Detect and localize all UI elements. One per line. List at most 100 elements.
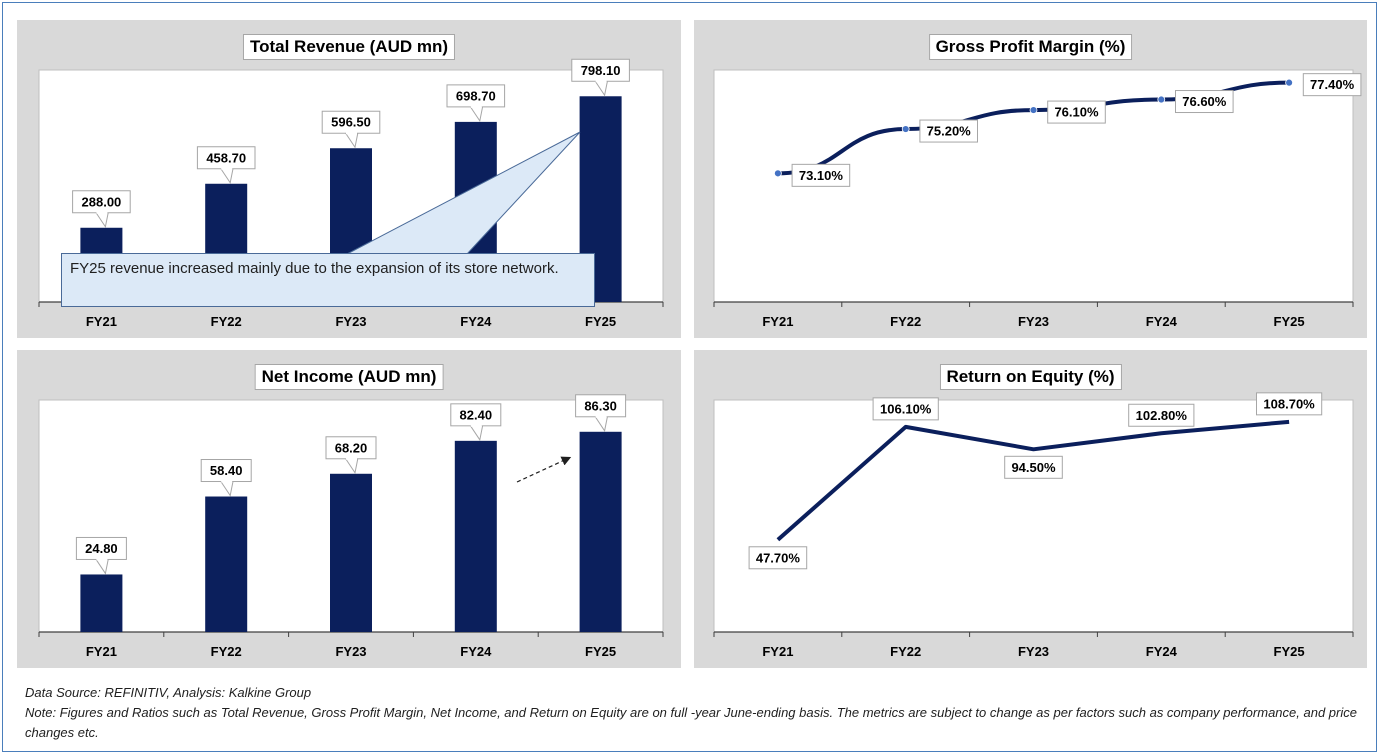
roe-data-label-fy24: 102.80%: [1128, 403, 1195, 427]
netincome-data-label-fy24-pointer-join: [470, 423, 482, 427]
gross-margin-chart: FY21 FY22 FY23 FY24 FY25 73.10% 75.20% 76.10% 76…: [713, 69, 1362, 329]
roe-chart-title: Return on Equity (%): [939, 364, 1122, 390]
roe-data-label-fy21-text: 47.70%: [756, 550, 801, 565]
netincome-data-label-fy23-pointer-join: [346, 456, 357, 460]
revenue-chart-panel: FY21 FY22 FY23 FY24 FY25 288.00 458.70 596.50 69…: [17, 20, 681, 338]
revenue-x-tick-label-fy23: FY23: [335, 314, 366, 329]
revenue-x-tick-label-fy21: FY21: [86, 314, 117, 329]
netincome-x-tick-label-fy21: FY21: [86, 644, 117, 659]
gpm-x-tick-label-fy25: FY25: [1274, 314, 1305, 329]
gpm-point-fy23: [1029, 106, 1038, 114]
revenue-data-label-fy22-text: 458.70: [206, 150, 246, 165]
revenue-data-label-fy24-pointer-join: [470, 104, 482, 108]
net-income-chart-title: Net Income (AUD mn): [254, 364, 444, 390]
netincome-data-label-fy23: 68.20: [325, 436, 377, 475]
gpm-data-label-fy23: 76.10%: [1047, 100, 1106, 124]
netincome-data-label-fy21: 24.80: [75, 536, 127, 575]
revenue-x-tick-label-fy24: FY24: [460, 314, 492, 329]
roe-data-label-fy25-box: [1256, 392, 1323, 416]
roe-data-label-fy22-box: [872, 397, 939, 421]
gpm-data-label-fy24-text: 76.60%: [1182, 94, 1227, 109]
roe-data-label-fy25: 108.70%: [1256, 392, 1323, 416]
revenue-data-label-fy23-text: 596.50: [331, 115, 371, 130]
gpm-data-label-fy23-text: 76.10%: [1054, 105, 1099, 120]
revenue-data-label-fy23-pointer-join: [346, 131, 357, 135]
roe-plot-area: [713, 399, 1354, 633]
gpm-data-label-fy22: 75.20%: [919, 119, 978, 143]
roe-data-label-fy23-text: 94.50%: [1011, 460, 1056, 475]
roe-x-tick-label-fy21: FY21: [762, 644, 793, 659]
gpm-point-fy22: [901, 125, 910, 133]
netincome-bar-fy23: [330, 473, 372, 632]
gpm-point-fy21: [774, 169, 782, 178]
roe-data-label-fy21: 47.70%: [748, 546, 808, 570]
gpm-data-label-fy21-text: 73.10%: [799, 168, 844, 183]
gpm-data-label-fy22-box: [919, 119, 978, 143]
netincome-data-label-fy22: 58.40: [200, 459, 252, 497]
gpm-data-label-fy24-box: [1175, 90, 1234, 114]
netincome-data-label-fy23-text: 68.20: [335, 440, 368, 455]
netincome-data-label-fy22-pointer-join: [221, 479, 233, 483]
net-income-trend-arrow: [516, 456, 572, 483]
revenue-data-label-fy21: 288.00: [72, 190, 131, 229]
revenue-data-label-fy22: 458.70: [196, 146, 256, 185]
roe-data-label-fy21-box: [748, 546, 808, 570]
gpm-data-label-fy25-text: 77.40%: [1310, 77, 1355, 92]
gpm-data-label-fy22-text: 75.20%: [927, 124, 972, 139]
gross-margin-chart-panel: FY21 FY22 FY23 FY24 FY25 73.10% 75.20% 76.10% 76…: [694, 20, 1367, 338]
net-income-chart: FY21 FY22 FY23 FY24 FY25 24.80 58.40 68.20 82.40…: [38, 394, 664, 659]
disclaimer-note: Note: Figures and Ratios such as Total R…: [25, 705, 1357, 740]
revenue-data-label-fy21-pointer-join: [96, 210, 108, 214]
netincome-x-tick-label-fy25: FY25: [585, 644, 616, 659]
gpm-x-tick-label-fy24: FY24: [1146, 314, 1178, 329]
revenue-data-label-fy24: 698.70: [446, 84, 506, 123]
revenue-data-label-fy24-text: 698.70: [456, 88, 496, 103]
roe-x-tick-label-fy25: FY25: [1274, 644, 1305, 659]
gpm-x-tick-label-fy21: FY21: [762, 314, 793, 329]
netincome-bar-fy25: [579, 431, 622, 632]
roe-data-label-fy22: 106.10%: [872, 397, 939, 421]
netincome-data-label-fy21-text: 24.80: [85, 541, 118, 556]
revenue-data-label-fy25: 798.10: [571, 58, 630, 97]
netincome-bar-fy22: [205, 496, 248, 632]
gpm-x-tick-label-fy23: FY23: [1018, 314, 1049, 329]
gpm-point-fy25: [1285, 78, 1293, 87]
revenue-data-label-fy25-text: 798.10: [581, 63, 621, 78]
gpm-data-label-fy21-box: [791, 163, 851, 187]
netincome-data-label-fy21-pointer-join: [96, 557, 108, 561]
revenue-data-label-fy22-pointer-join: [221, 166, 233, 170]
netincome-data-label-fy24: 82.40: [450, 403, 502, 442]
gpm-data-label-fy21: 73.10%: [791, 163, 851, 187]
roe-data-label-fy24-text: 102.80%: [1136, 408, 1188, 423]
roe-series-line: [776, 419, 1290, 542]
gpm-data-label-fy25-box: [1302, 73, 1362, 97]
revenue-x-tick-label-fy25: FY25: [585, 314, 616, 329]
roe-data-label-fy25-text: 108.70%: [1263, 396, 1315, 411]
gpm-x-tick-label-fy22: FY22: [890, 314, 921, 329]
netincome-data-label-fy22-text: 58.40: [210, 463, 243, 478]
roe-data-label-fy22-text: 106.10%: [880, 401, 932, 416]
netincome-bar-fy21: [80, 574, 123, 632]
netincome-data-label-fy25: 86.30: [575, 394, 627, 433]
gpm-point-fy24: [1157, 95, 1166, 104]
gpm-data-label-fy24: 76.60%: [1175, 90, 1234, 114]
roe-data-label-fy23-box: [1004, 455, 1063, 479]
netincome-data-label-fy25-pointer-join: [595, 414, 607, 418]
netincome-x-tick-label-fy24: FY24: [460, 644, 492, 659]
roe-x-tick-label-fy23: FY23: [1018, 644, 1049, 659]
roe-chart-panel: FY21 FY22 FY23 FY24 FY25 47.70% 106.10% 94.50% 1…: [694, 350, 1367, 668]
net-income-chart-panel: FY21 FY22 FY23 FY24 FY25 24.80 58.40 68.20 82.40…: [17, 350, 681, 668]
roe-chart: FY21 FY22 FY23 FY24 FY25 47.70% 106.10% 94.50% 1…: [713, 392, 1354, 659]
gpm-data-label-fy25: 77.40%: [1302, 73, 1362, 97]
footer-notes: Data Source: REFINITIV, Analysis: Kalkin…: [25, 683, 1365, 743]
netincome-data-label-fy25-text: 86.30: [584, 398, 617, 413]
gpm-data-label-fy23-box: [1047, 100, 1106, 124]
data-source-note: Data Source: REFINITIV, Analysis: Kalkin…: [25, 685, 312, 700]
netincome-bar-fy24: [454, 440, 497, 632]
revenue-annotation-callout: FY25 revenue increased mainly due to the…: [61, 253, 595, 307]
revenue-data-label-fy25-pointer-join: [595, 79, 607, 83]
roe-data-label-fy24-box: [1128, 403, 1195, 427]
roe-x-tick-label-fy22: FY22: [890, 644, 921, 659]
revenue-data-label-fy21-text: 288.00: [82, 194, 122, 209]
